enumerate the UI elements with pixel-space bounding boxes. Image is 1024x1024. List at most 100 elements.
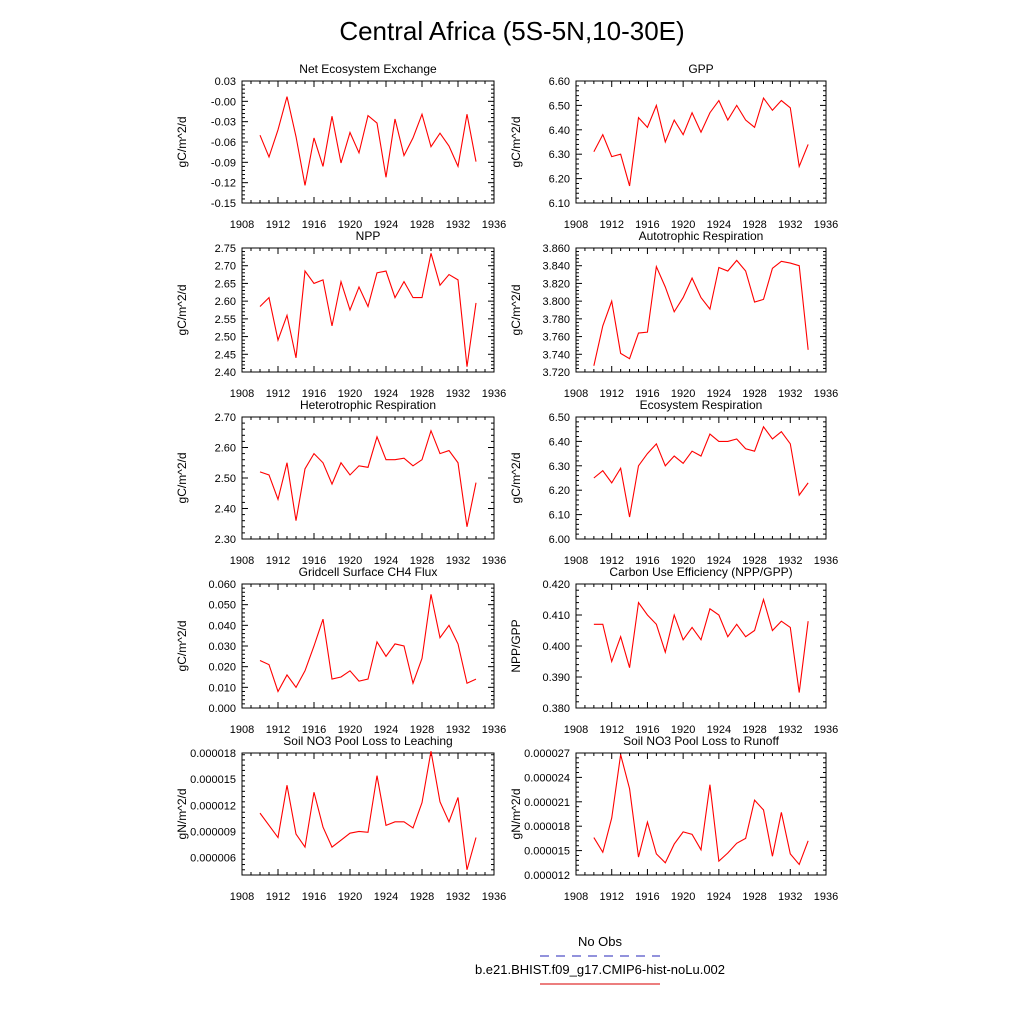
panel-0-series-line-0 (259, 96, 477, 186)
panel-6-xtick-label: 1908 (230, 724, 254, 736)
panel-2-series-line-0 (259, 253, 477, 367)
panel-9-ytick-label: 0.000021 (524, 797, 570, 809)
panel-6-xtick-label: 1912 (266, 724, 290, 736)
panel-8-ytick-label: 0.000018 (190, 748, 236, 760)
panel-4-ytick-label: 2.30 (215, 534, 236, 546)
panel-3-ylabel: gC/m^2/d (509, 285, 523, 336)
panel-1-ytick-label: 6.60 (549, 76, 570, 88)
panel-4-ytick-label: 2.70 (215, 412, 236, 424)
panel-5-ytick-label: 6.10 (549, 510, 570, 522)
panel-4-xtick-label: 1908 (230, 555, 254, 567)
panel-3-ytick-label: 3.840 (542, 261, 570, 273)
panel-9-ytick-label: 0.000018 (524, 821, 570, 833)
panel-6-frame (241, 583, 495, 709)
panel-4-title: Heterotrophic Respiration (300, 398, 436, 412)
panel-4-ytick-label: 2.50 (215, 473, 236, 485)
panel-4-xtick-label: 1912 (266, 555, 290, 567)
panel-4-xtick-label: 1916 (302, 555, 326, 567)
panel-7-ytick-label: 0.420 (542, 579, 570, 591)
panel-2-xtick-label: 1908 (230, 388, 254, 400)
panel-0-ytick-label: -0.00 (211, 96, 236, 108)
panel-1-xtick-label: 1936 (814, 219, 838, 231)
panel-2-ytick-label: 2.70 (215, 261, 236, 273)
panel-8-xtick-label: 1924 (374, 891, 398, 903)
panel-9-ytick-label: 0.000024 (524, 772, 570, 784)
panel-2-xtick-label: 1928 (410, 388, 434, 400)
panel-3-xtick-label: 1936 (814, 388, 838, 400)
panel-5-ytick-label: 6.00 (549, 534, 570, 546)
panel-0-xtick-label: 1932 (446, 219, 470, 231)
panel-0-ytick-label: -0.09 (211, 157, 236, 169)
panel-9-frame (575, 752, 827, 876)
panel-5-ytick-label: 6.30 (549, 461, 570, 473)
panel-7-xtick-label: 1936 (814, 724, 838, 736)
panel-4-ylabel: gC/m^2/d (175, 453, 189, 504)
panel-2-title: NPP (356, 229, 381, 243)
panel-1-ytick-label: 6.30 (549, 149, 570, 161)
panel-4-xtick-label: 1932 (446, 555, 470, 567)
panel-3-ytick-label: 3.740 (542, 349, 570, 361)
panel-0-ytick-label: -0.15 (211, 198, 236, 210)
panel-3-xtick-label: 1920 (671, 388, 695, 400)
panel-0-ytick-label: -0.12 (211, 178, 236, 190)
panel-1-xtick-label: 1912 (599, 219, 623, 231)
panel-2-ytick-label: 2.55 (215, 314, 236, 326)
panel-5-ytick-label: 6.50 (549, 412, 570, 424)
panel-0-frame (241, 80, 495, 204)
panel-4-series-line-0 (259, 429, 477, 527)
panel-1-ytick-label: 6.10 (549, 198, 570, 210)
legend-model-label: b.e21.BHIST.f09_g17.CMIP6-hist-noLu.002 (475, 962, 725, 977)
panel-2-xtick-label: 1916 (302, 388, 326, 400)
panel-0-ytick-label: 0.03 (215, 76, 236, 88)
panel-3-xtick-label: 1932 (778, 388, 802, 400)
panel-8-xtick-label: 1932 (446, 891, 470, 903)
panel-6-ytick-label: 0.000 (208, 703, 236, 715)
panel-5-ylabel: gC/m^2/d (509, 453, 523, 504)
panel-3-series-line-0 (593, 259, 809, 366)
panel-9-ytick-label: 0.000012 (524, 870, 570, 882)
panel-7-frame (575, 583, 827, 709)
panel-2-ylabel: gC/m^2/d (175, 285, 189, 336)
panel-9-series-line-0 (593, 754, 809, 866)
panel-6-xtick-label: 1936 (482, 724, 506, 736)
panel-8-ytick-label: 0.000009 (190, 826, 236, 838)
chart-panels: Net Ecosystem Exchange gC/m^2/d 1908 1912 19… (175, 62, 838, 903)
panel-2-frame (241, 247, 495, 373)
panel-8-ytick-label: 0.000012 (190, 800, 236, 812)
panel-9: Soil NO3 Pool Loss to Runoff gN/m^2/d 1908… (509, 734, 838, 903)
panel-6-xtick-label: 1928 (410, 724, 434, 736)
panel-0-xtick-label: 1908 (230, 219, 254, 231)
panel-2-xtick-label: 1932 (446, 388, 470, 400)
panel-5-ytick-label: 6.20 (549, 485, 570, 497)
panel-9-title: Soil NO3 Pool Loss to Runoff (623, 734, 780, 748)
panel-4-ytick-label: 2.60 (215, 443, 236, 455)
panel-9-xtick-label: 1920 (671, 891, 695, 903)
panel-8-ylabel: gN/m^2/d (175, 789, 189, 840)
panel-0-xtick-label: 1928 (410, 219, 434, 231)
panel-6-ytick-label: 0.060 (208, 579, 236, 591)
panel-4: Heterotrophic Respiration gC/m^2/d 1908 191… (175, 398, 506, 567)
panel-7-xtick-label: 1924 (707, 724, 731, 736)
panel-2-xtick-label: 1924 (374, 388, 398, 400)
panel-8: Soil NO3 Pool Loss to Leaching gN/m^2/d 19… (175, 734, 506, 903)
panel-3-ytick-label: 3.760 (542, 332, 570, 344)
panel-5-ytick-label: 6.40 (549, 436, 570, 448)
panel-1-xtick-label: 1920 (671, 219, 695, 231)
panel-3-xtick-label: 1916 (635, 388, 659, 400)
panel-8-frame (241, 752, 495, 876)
legend-obs-label: No Obs (578, 934, 623, 949)
panel-0-xtick-label: 1936 (482, 219, 506, 231)
panel-6-xtick-label: 1932 (446, 724, 470, 736)
panel-9-xtick-label: 1916 (635, 891, 659, 903)
panel-5-xtick-label: 1924 (707, 555, 731, 567)
panel-5: Ecosystem Respiration gC/m^2/d 1908 1912 191… (509, 398, 838, 567)
panel-0-xtick-label: 1916 (302, 219, 326, 231)
panel-5-xtick-label: 1928 (742, 555, 766, 567)
panel-3-xtick-label: 1908 (564, 388, 588, 400)
panel-3-ytick-label: 3.800 (542, 296, 570, 308)
panel-4-xtick-label: 1928 (410, 555, 434, 567)
panel-2-xtick-label: 1936 (482, 388, 506, 400)
panel-7-xtick-label: 1916 (635, 724, 659, 736)
panel-7-series-line-0 (593, 597, 809, 693)
